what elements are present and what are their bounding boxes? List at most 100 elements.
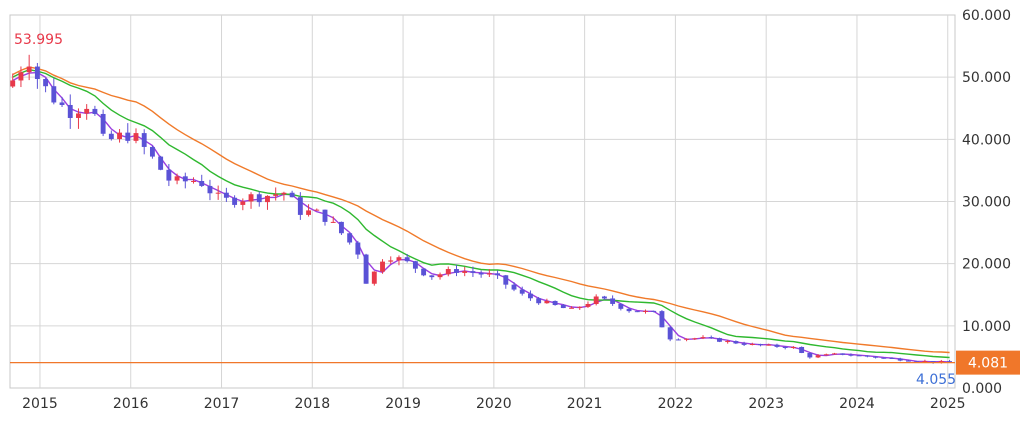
candle <box>380 259 385 274</box>
candle-body <box>380 261 385 272</box>
candle <box>396 255 402 266</box>
axes: 0.000 10.000 20.000 30.000 40.000 50.000 60.00… <box>22 8 1011 412</box>
candle-body <box>618 303 624 309</box>
candle-body <box>470 271 476 273</box>
candle <box>790 346 796 349</box>
candle <box>947 359 952 363</box>
candle-body <box>18 72 24 81</box>
x-tick-label: 2020 <box>476 396 512 412</box>
candle-body <box>651 310 657 312</box>
candle <box>256 191 262 207</box>
x-tick-label: 2025 <box>930 396 966 412</box>
candle-body <box>289 192 295 198</box>
candle-body <box>182 176 188 182</box>
candle <box>774 343 780 348</box>
y-tick-label: 20.000 <box>962 257 1011 273</box>
candle-body <box>223 192 229 198</box>
candle-body <box>166 169 172 181</box>
candle-body <box>207 185 213 194</box>
candle-body <box>240 201 246 205</box>
candle <box>536 296 542 305</box>
candle-body <box>947 361 952 363</box>
candle-body <box>873 356 879 358</box>
candle <box>519 286 525 296</box>
candle <box>363 253 369 284</box>
candle <box>725 339 731 344</box>
candle-body <box>437 274 443 278</box>
x-tick-label: 2019 <box>385 396 421 412</box>
candle-body <box>347 233 353 243</box>
candle <box>182 172 188 189</box>
candle <box>445 266 451 277</box>
candle-body <box>412 261 418 269</box>
candle-body <box>141 133 147 147</box>
candle <box>832 352 837 355</box>
candle-body <box>281 192 287 195</box>
candle-body <box>215 192 221 194</box>
candle <box>199 174 205 188</box>
candle <box>618 303 624 311</box>
candle <box>76 108 81 129</box>
candle-body <box>158 156 164 170</box>
candle-body <box>782 346 788 348</box>
candle <box>355 240 361 259</box>
candle-body <box>149 146 155 157</box>
candle-body <box>758 343 763 346</box>
candle <box>495 270 501 279</box>
candle-body <box>322 209 328 222</box>
grid-layer <box>9 14 956 389</box>
candle <box>897 357 903 362</box>
candle <box>92 105 98 116</box>
candle <box>273 187 279 201</box>
candle-body <box>503 275 509 285</box>
candle <box>626 307 632 313</box>
candle <box>18 66 24 88</box>
candle <box>174 173 180 185</box>
candle <box>158 155 164 171</box>
candle <box>265 195 270 210</box>
candle <box>585 301 591 308</box>
candle <box>782 346 788 350</box>
candle-body <box>610 298 616 304</box>
candle <box>733 340 739 345</box>
candle <box>643 309 648 314</box>
candle <box>347 232 353 245</box>
candle <box>741 341 747 346</box>
candle <box>100 109 106 137</box>
candle-body <box>67 104 73 118</box>
candle <box>322 209 328 226</box>
candle <box>873 356 879 359</box>
candle-body <box>593 296 599 304</box>
candle <box>289 190 295 198</box>
candle <box>429 275 435 280</box>
candle-body <box>700 337 706 339</box>
candle <box>223 187 229 202</box>
candle <box>864 355 870 358</box>
candle-body <box>897 358 903 361</box>
candle-body <box>495 273 501 276</box>
candle-body <box>741 343 747 345</box>
candle <box>569 306 574 309</box>
candle <box>528 290 533 301</box>
candle-body <box>355 242 361 255</box>
candle-body <box>848 354 854 356</box>
candle <box>544 298 550 304</box>
candle-body <box>585 303 591 307</box>
candle <box>799 346 805 354</box>
candle <box>59 96 65 107</box>
candle <box>651 310 657 313</box>
candle <box>667 325 673 342</box>
candle-body <box>684 338 690 340</box>
candle <box>717 337 722 343</box>
candle-body <box>807 352 813 358</box>
y-tick-label: 10.000 <box>962 319 1011 335</box>
candle <box>684 338 690 342</box>
candle <box>675 338 681 341</box>
candle <box>815 353 821 359</box>
candle <box>840 353 846 356</box>
x-tick-label: 2022 <box>658 396 694 412</box>
labels: 53.995 4.055 4.081 <box>14 32 1020 388</box>
candle-body <box>232 197 238 205</box>
candle-body <box>388 260 394 262</box>
candle-body <box>906 360 911 362</box>
